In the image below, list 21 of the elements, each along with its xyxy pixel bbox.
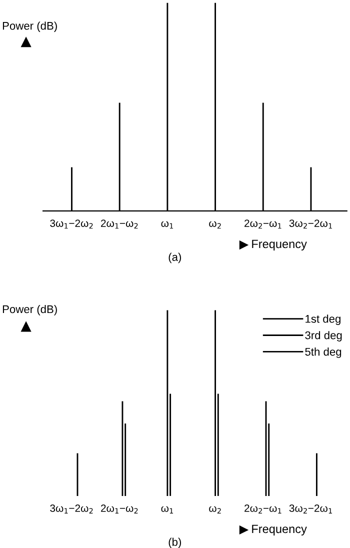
legend-label: 1st deg (306, 314, 340, 325)
x-tick-label: 3ω$_{2}$−2ω$_{1}$ (289, 504, 332, 514)
y-axis-title: Power (dB) (2, 22, 57, 32)
x-tick-label: 3ω$_{2}$−2ω$_{1}$ (289, 220, 332, 229)
x-tick-label: 3ω$_{1}$−2ω$_{2}$ (50, 504, 93, 514)
x-tick-label: 2ω$_{2}$−ω$_{1}$ (244, 220, 282, 229)
text: (b) (168, 538, 181, 548)
x-tick-label: ω$_{2}$ (209, 506, 221, 514)
y-axis-title: Power (dB) (2, 304, 57, 316)
x-axis-title: Frequency (252, 240, 307, 250)
x-tick-label: ω$_{1}$ (161, 506, 174, 514)
x-tick-label: 3ω$_{1}$−2ω$_{2}$ (50, 220, 93, 229)
x-tick-label: ω$_{2}$ (209, 221, 221, 229)
x-tick-label: ω$_{1}$ (161, 221, 174, 229)
x-axis-title: Frequency (252, 524, 307, 536)
x-tick-label: 2ω$_{1}$−ω$_{2}$ (101, 504, 138, 514)
text: (a) (168, 252, 181, 264)
legend-label: 3rd deg (305, 331, 342, 342)
x-tick-label: 2ω$_{2}$−ω$_{1}$ (244, 504, 282, 514)
x-tick-label: 2ω$_{1}$−ω$_{2}$ (101, 220, 138, 229)
legend-label: 5th deg (305, 348, 342, 358)
